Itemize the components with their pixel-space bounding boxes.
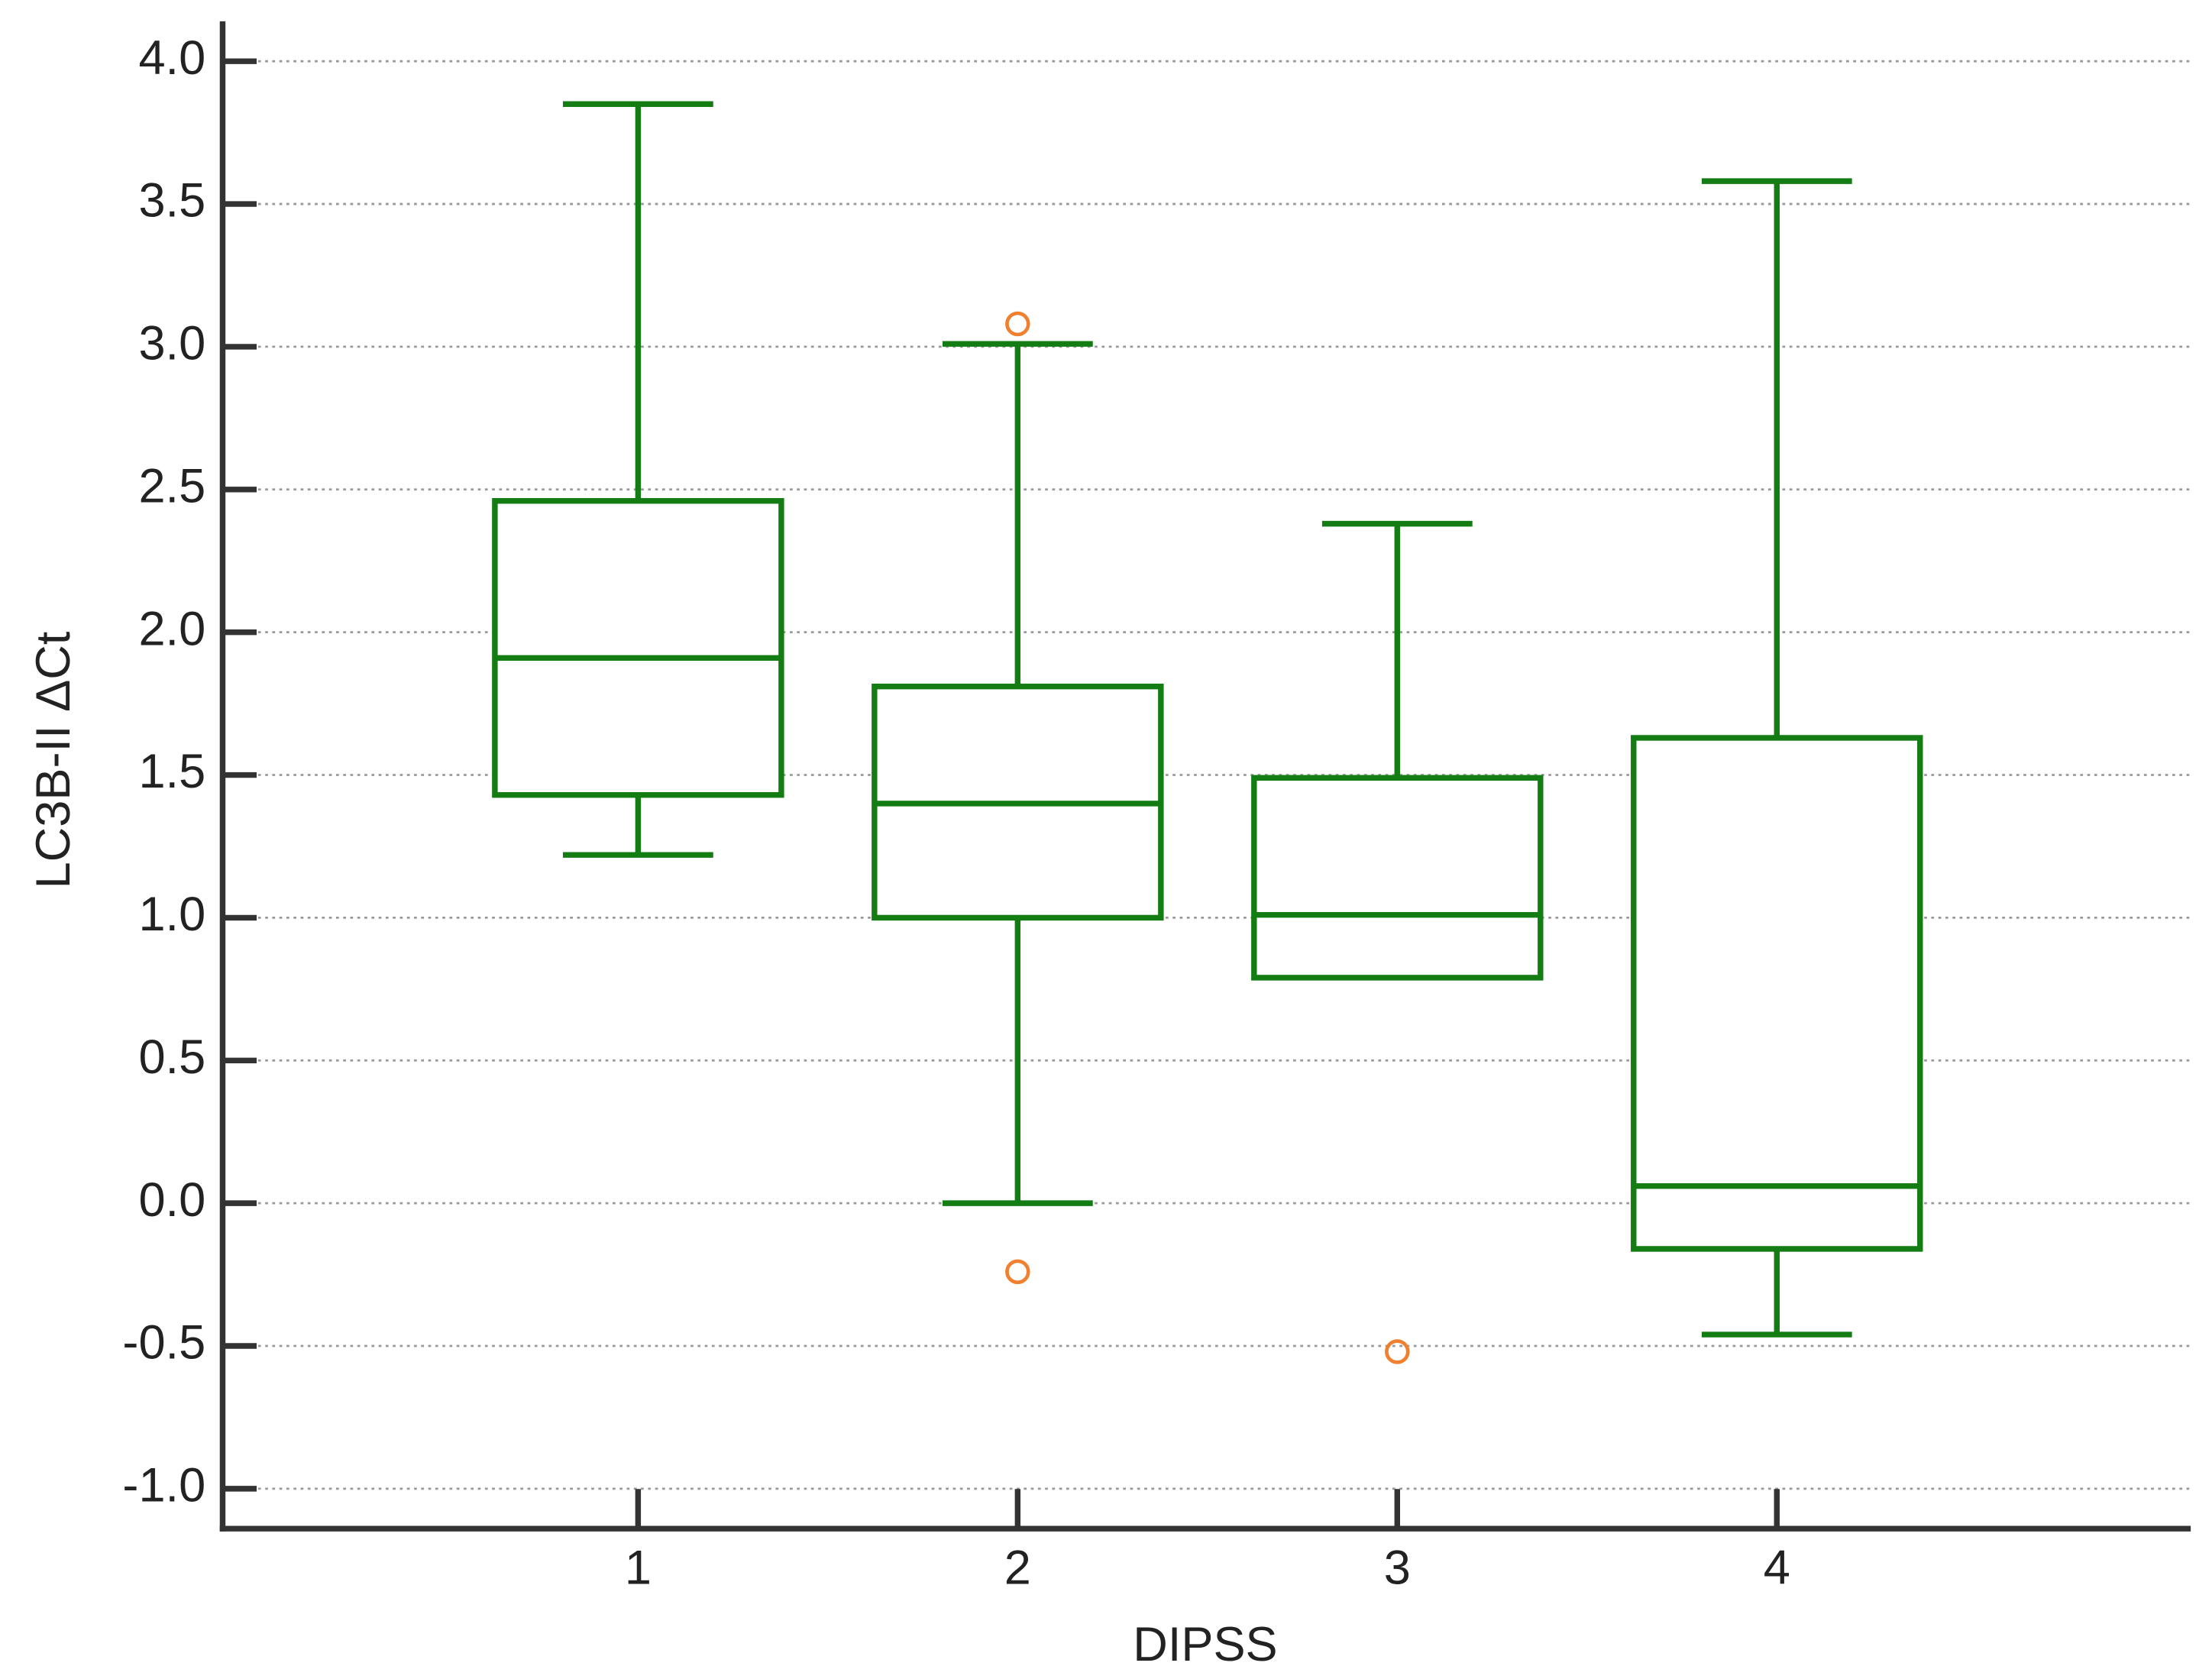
y-tick-label: 1.0 [138, 888, 205, 941]
x-tick-label: 3 [1384, 1542, 1411, 1595]
y-tick-label: 0.5 [138, 1030, 205, 1084]
y-tick-label: 4.0 [138, 31, 205, 85]
box [492, 498, 784, 798]
x-tick-label: 1 [625, 1542, 652, 1595]
y-axis-label: LC3B-II ΔCt [27, 631, 80, 888]
y-tick-label: 2.0 [138, 602, 205, 655]
x-axis-label: DIPSS [1133, 1618, 1277, 1671]
y-tick-label: -0.5 [122, 1316, 205, 1370]
outlier [1005, 1259, 1030, 1285]
y-tick-label: -1.0 [122, 1459, 205, 1512]
box [1631, 735, 1923, 1252]
y-tick-label: 3.0 [138, 317, 205, 370]
x-tick-label: 4 [1764, 1542, 1790, 1595]
y-tick-label: 0.0 [138, 1173, 205, 1227]
x-tick-label: 2 [1004, 1542, 1031, 1595]
outlier [1005, 311, 1030, 337]
outlier [1385, 1339, 1410, 1364]
y-tick-label: 1.5 [138, 745, 205, 798]
y-tick-label: 2.5 [138, 459, 205, 513]
box [1251, 775, 1544, 981]
y-tick-label: 3.5 [138, 174, 205, 228]
